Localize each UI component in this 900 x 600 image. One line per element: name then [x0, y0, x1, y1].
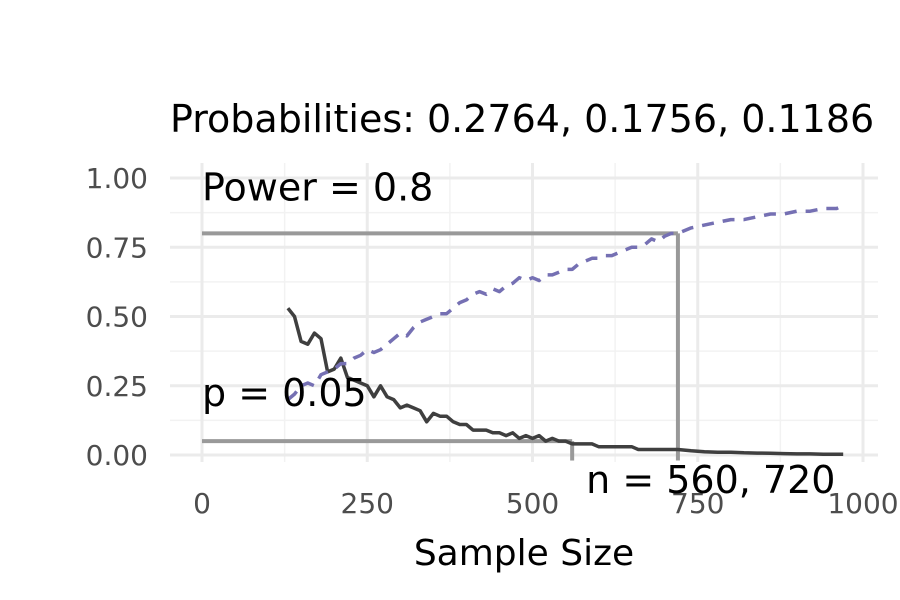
- x-tick-label: 0: [193, 487, 211, 520]
- y-tick-label: 0.75: [86, 231, 148, 264]
- power-annotation: Power = 0.8: [202, 165, 433, 209]
- series-line-1: [286, 307, 844, 456]
- series: [286, 204, 844, 456]
- n-annotation: n = 560, 720: [586, 458, 835, 502]
- p-annotation: p = 0.05: [202, 371, 367, 415]
- reference-lines: [202, 231, 680, 461]
- y-tick-label: 0.25: [86, 370, 148, 403]
- chart-title: Probabilities: 0.2764, 0.1756, 0.1186: [170, 97, 874, 141]
- x-axis-title: Sample Size: [414, 533, 634, 574]
- x-tick-label: 750: [671, 487, 724, 520]
- y-tick-label: 1.00: [86, 162, 148, 195]
- y-tick-label: 0.50: [86, 301, 148, 334]
- x-tick-label: 250: [341, 487, 394, 520]
- x-tick-label: 500: [506, 487, 559, 520]
- series-line-2: [286, 204, 844, 401]
- x-tick-label: 1000: [827, 487, 898, 520]
- y-tick-label: 0.00: [86, 439, 148, 472]
- grid: [170, 163, 878, 462]
- axes: 0 250 500 750 1000 0.00 0.25 0.50 0.75 1.00: [86, 162, 899, 520]
